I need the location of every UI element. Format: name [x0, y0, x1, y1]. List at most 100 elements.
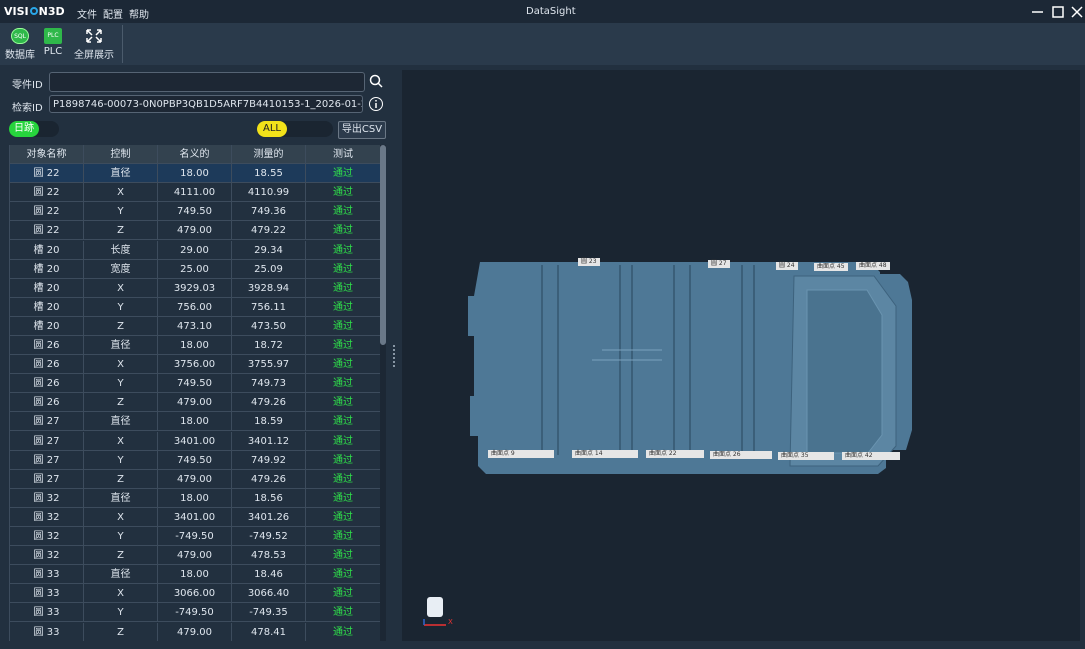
toggle[interactable]: 日跡 — [9, 121, 59, 137]
table-cell: X — [84, 355, 158, 375]
window-controls[interactable] — [1028, 4, 1084, 20]
table-cell: 通过 — [306, 412, 381, 432]
results-table: 对象名称 控制 名义的 测量的 测试圆 22 直径 18.00 18.55 通过圆 22 X 411… — [9, 145, 381, 641]
filter-toggle[interactable]: ALL — [257, 121, 333, 137]
3d-viewer[interactable]: 圆 23 圆 27 圆 24 曲面点 45 曲面点 48 曲面点 9 曲面点 1… — [402, 70, 1080, 641]
table-cell: Y — [84, 202, 158, 222]
table-cell: 圆 33 — [10, 584, 84, 604]
search-icon[interactable] — [369, 74, 383, 88]
table-cell: 3755.97 — [232, 355, 306, 375]
table-cell: 宽度 — [84, 259, 158, 279]
table-cell: 圆 26 — [10, 393, 84, 413]
table-cell: 槽 20 — [10, 240, 84, 260]
table-cell: 25.09 — [232, 259, 306, 279]
table-cell: 通过 — [306, 507, 381, 527]
tool-button[interactable]: SQL 数据库 — [4, 23, 36, 65]
table-cell: 18.55 — [232, 164, 306, 184]
measure-label: 曲面点 14 — [572, 450, 638, 458]
column-header: 控制 — [84, 145, 158, 164]
table-cell: 18.00 — [158, 164, 232, 184]
filter-label: ALL — [257, 121, 287, 137]
table-cell: Y — [84, 450, 158, 470]
table-cell: 圆 22 — [10, 183, 84, 203]
table-cell: 479.00 — [158, 393, 232, 413]
table-cell: 通过 — [306, 469, 381, 489]
table-cell: 圆 27 — [10, 431, 84, 451]
table-cell: 479.26 — [232, 393, 306, 413]
tool-icon: PLC — [44, 28, 62, 44]
table-cell: 3066.40 — [232, 584, 306, 604]
table-cell: 通过 — [306, 297, 381, 317]
separator — [122, 25, 123, 63]
table-cell: 通过 — [306, 431, 381, 451]
tool-button[interactable]: 全屏展示 — [72, 23, 116, 65]
column-header: 测试 — [306, 145, 381, 164]
window-title: DataSight — [526, 6, 576, 17]
table-cell: 通过 — [306, 183, 381, 203]
menu-item[interactable]: 文件 — [77, 10, 97, 21]
tool-label: 数据库 — [5, 50, 35, 61]
table-cell: 18.00 — [158, 336, 232, 355]
table-cell: X — [84, 431, 158, 451]
inspect-id-select[interactable]: P1898746-00073-0N0PBP3QB1D5ARF7B4410153-… — [49, 95, 363, 113]
table-cell: 478.41 — [232, 622, 306, 641]
title-bar: VISI N3D 文件 配置 帮助 DataSight — [0, 0, 1085, 23]
toolbar: SQL 数据库 PLC PLC 全屏展示 — [0, 23, 1085, 65]
measure-label: 曲面点 35 — [778, 452, 834, 460]
table-cell: 478.53 — [232, 546, 306, 566]
table-cell: 直径 — [84, 488, 158, 508]
toggle-label: 日跡 — [9, 121, 39, 137]
table-cell: 18.56 — [232, 488, 306, 508]
menu-item[interactable]: 配置 — [103, 10, 123, 21]
fullscreen-icon — [86, 29, 102, 43]
field-label: 检索ID — [12, 103, 43, 114]
table-cell: 479.00 — [158, 622, 232, 641]
table-cell: 756.11 — [232, 297, 306, 317]
table-cell: Z — [84, 316, 158, 336]
measure-label: 曲面点 22 — [646, 450, 704, 458]
table-cell: Y — [84, 297, 158, 317]
table-cell: 通过 — [306, 336, 381, 355]
table-cell: 18.00 — [158, 488, 232, 508]
table-cell: 通过 — [306, 527, 381, 546]
scrollbar[interactable] — [380, 145, 386, 641]
column-header: 名义的 — [158, 145, 232, 164]
brand-right: N3D — [38, 5, 65, 18]
splitter[interactable] — [393, 345, 397, 367]
table-cell: Y — [84, 527, 158, 546]
table-cell: 通过 — [306, 622, 381, 641]
tool-button[interactable]: PLC PLC — [40, 23, 66, 65]
table-cell: 通过 — [306, 584, 381, 604]
table-cell: -749.52 — [232, 527, 306, 546]
table-cell: 通过 — [306, 316, 381, 336]
table-cell: 长度 — [84, 240, 158, 260]
table-cell: 通过 — [306, 355, 381, 375]
axis-label: X — [448, 618, 453, 626]
table-cell: 直径 — [84, 336, 158, 355]
table-cell: 圆 22 — [10, 221, 84, 241]
info-icon[interactable] — [368, 96, 384, 112]
table-cell: Z — [84, 393, 158, 413]
table-cell: 749.50 — [158, 450, 232, 470]
table-cell: 749.50 — [158, 374, 232, 394]
table-cell: 3401.12 — [232, 431, 306, 451]
tool-label: 全屏展示 — [74, 50, 114, 61]
table-cell: X — [84, 278, 158, 298]
table-cell: Z — [84, 546, 158, 566]
table-cell: 473.10 — [158, 316, 232, 336]
table-cell: 749.50 — [158, 202, 232, 222]
part-id-input[interactable] — [49, 72, 365, 92]
table-cell: 圆 33 — [10, 622, 84, 641]
export-button[interactable]: 导出CSV — [338, 121, 386, 139]
table-cell: 圆 27 — [10, 412, 84, 432]
table-cell: 通过 — [306, 202, 381, 222]
table-cell: 25.00 — [158, 259, 232, 279]
table-cell: 749.36 — [232, 202, 306, 222]
table-cell: 3929.03 — [158, 278, 232, 298]
measure-label: 圆 24 — [776, 262, 798, 270]
table-cell: Z — [84, 469, 158, 489]
table-cell: 通过 — [306, 603, 381, 623]
table-cell: 圆 27 — [10, 450, 84, 470]
menu-item[interactable]: 帮助 — [129, 10, 149, 21]
